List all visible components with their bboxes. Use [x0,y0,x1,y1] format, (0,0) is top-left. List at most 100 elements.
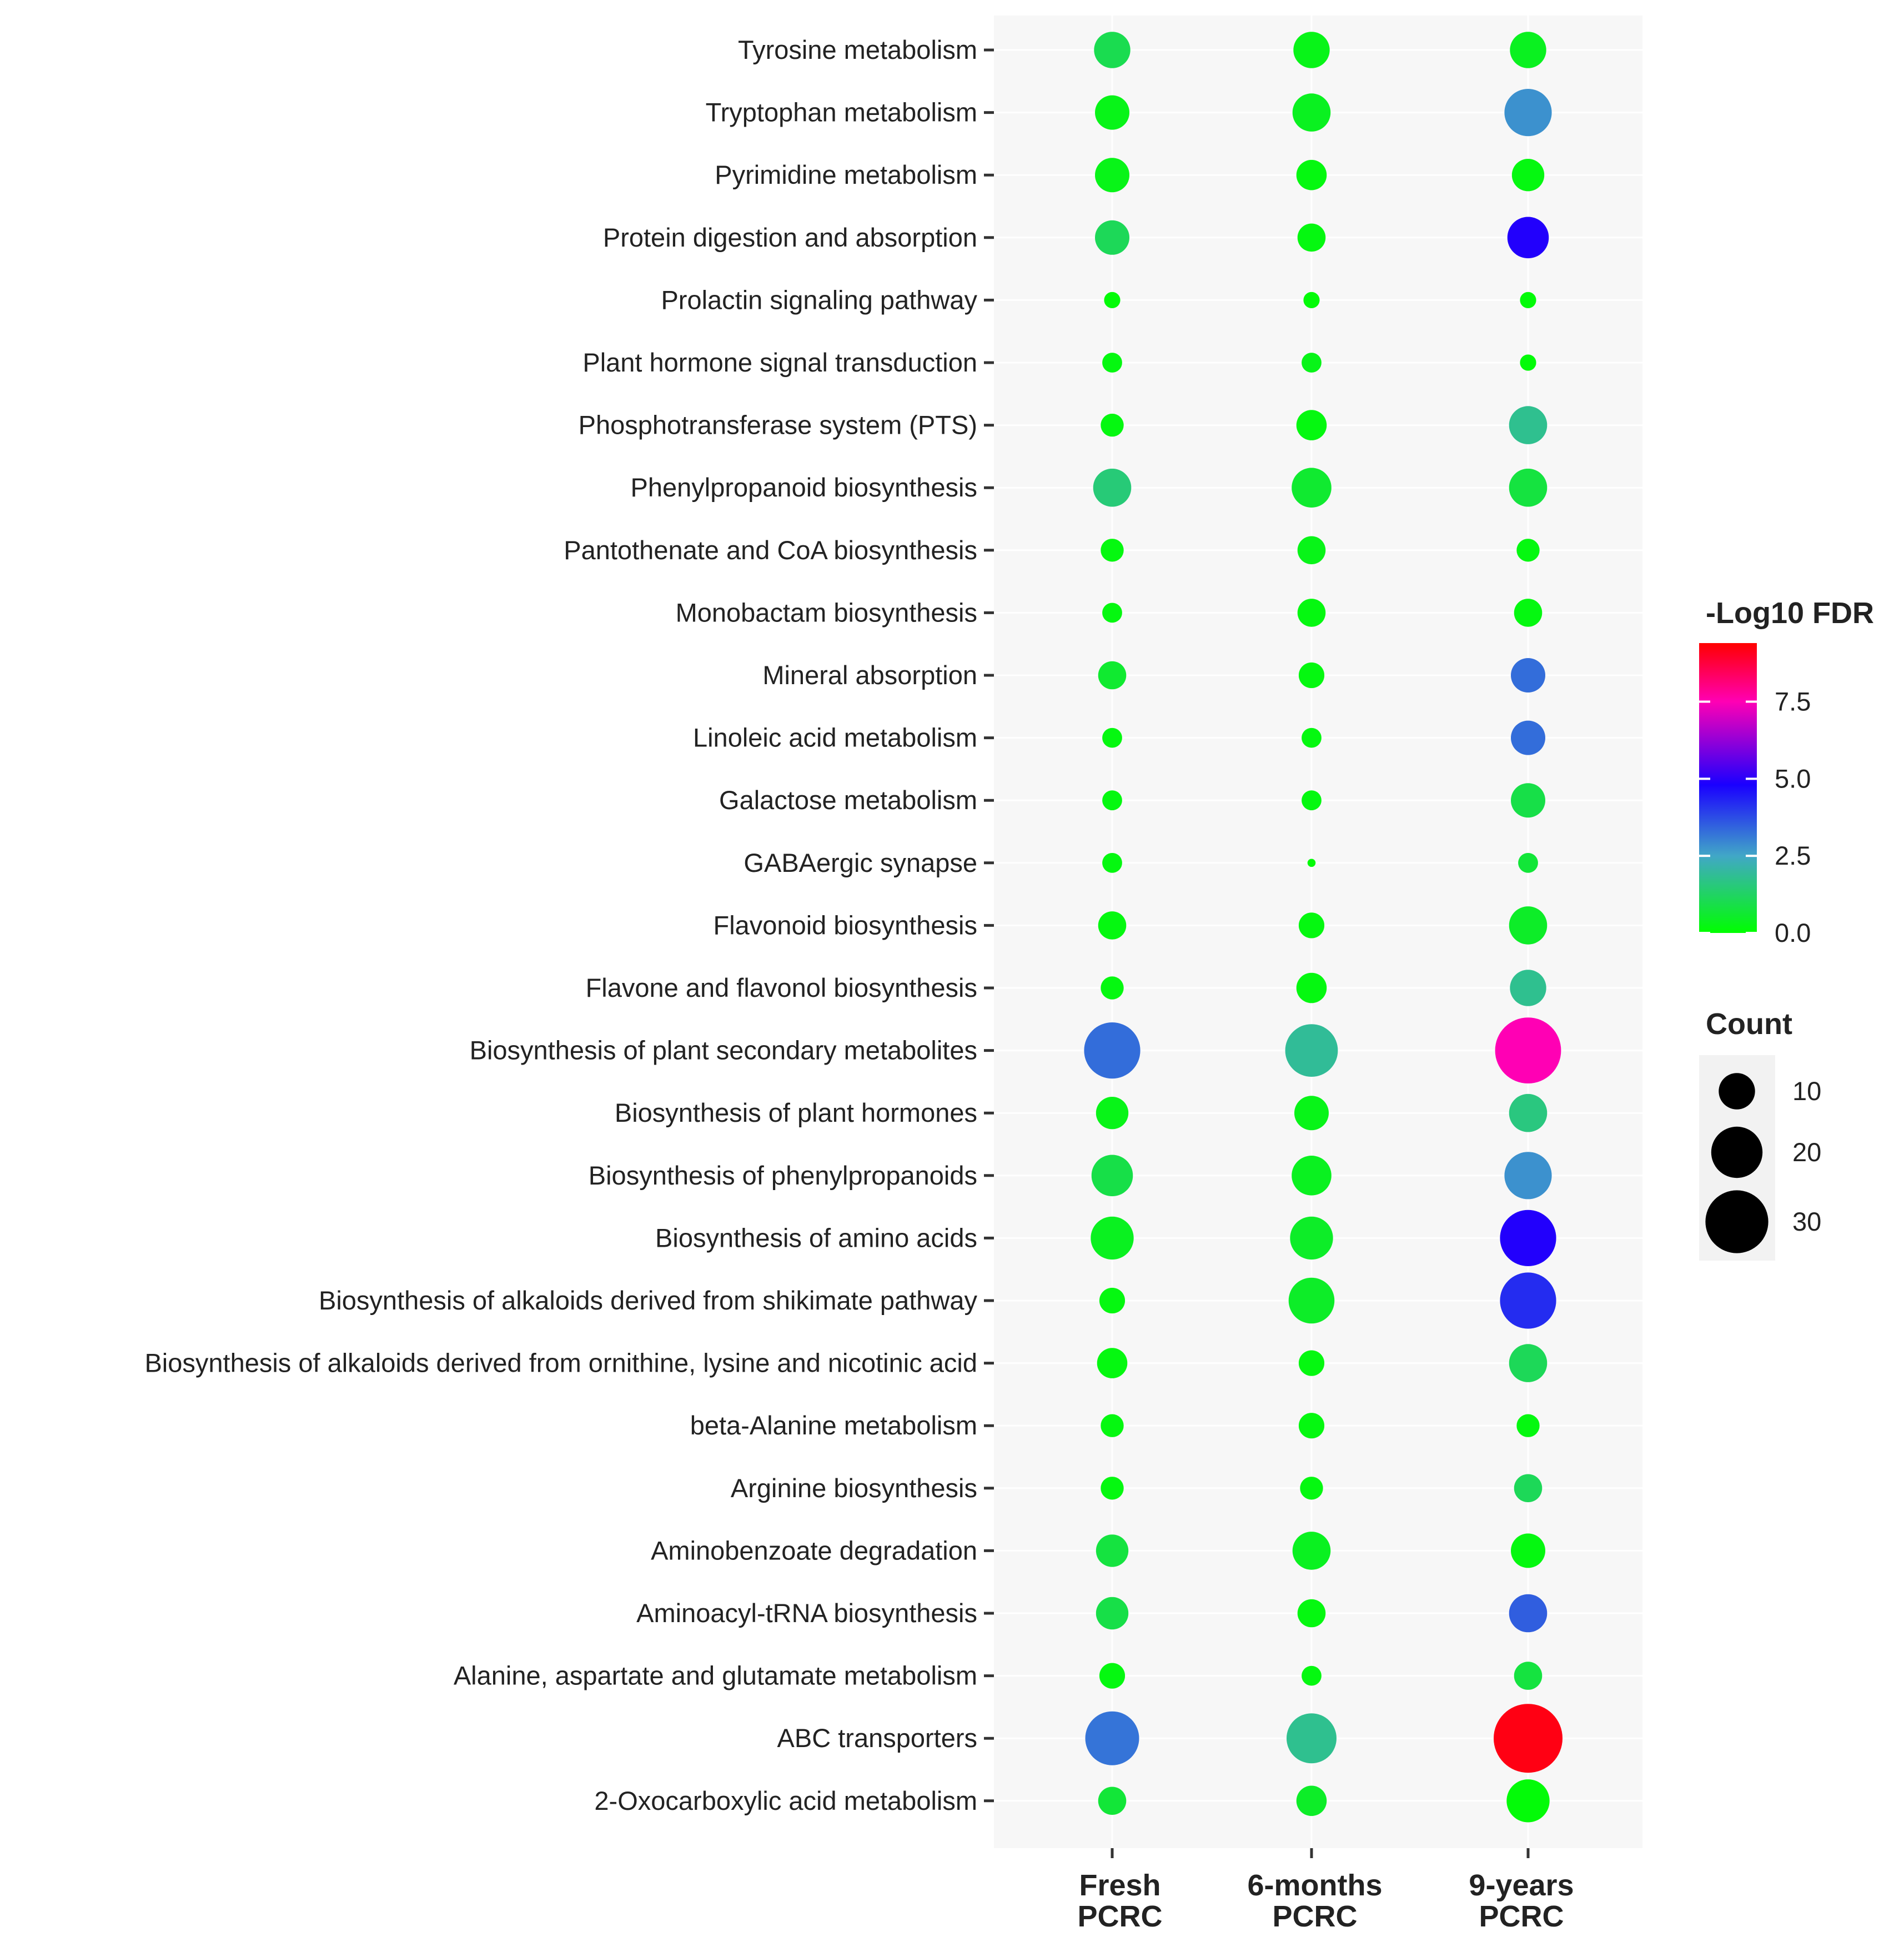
y-tick-label: Tryptophan metabolism [706,98,977,127]
y-tick-label: Galactose metabolism [719,785,977,815]
size-legend-label: 10 [1792,1076,1821,1106]
dot-point [1511,658,1545,693]
dot-point [1300,1477,1323,1500]
dot-point [1096,1597,1129,1630]
dot-point [1520,292,1536,309]
dot-point [1098,661,1127,690]
dot-point [1093,468,1132,507]
dot-point [1104,292,1121,309]
y-tick-label: Biosynthesis of alkaloids derived from s… [319,1286,977,1315]
y-tick-label: Arginine biosynthesis [731,1473,977,1503]
dot-point [1292,1532,1331,1570]
dot-point [1510,970,1546,1006]
dot-point [1091,1216,1134,1260]
dot-point [1298,912,1325,939]
dot-point [1504,89,1552,137]
dot-point [1293,32,1330,68]
color-legend-tick-label: 5.0 [1775,764,1811,793]
y-tick-label: Prolactin signaling pathway [661,285,977,314]
y-tick-label: 2-Oxocarboxylic acid metabolism [594,1786,977,1815]
dot-point [1511,720,1545,755]
color-legend-tick-label: 0.0 [1775,918,1811,947]
y-tick-label: Biosynthesis of amino acids [655,1223,977,1252]
dot-point [1085,1711,1139,1765]
y-tick-label: Phenylpropanoid biosynthesis [631,473,977,502]
dot-point [1511,159,1545,192]
x-tick-label: Fresh [1079,1869,1161,1902]
dot-point [1101,1414,1124,1437]
dot-point [1297,599,1326,627]
x-tick-label: PCRC [1272,1900,1357,1933]
dot-point [1099,1663,1126,1689]
dot-point [1297,536,1326,565]
y-tick-label: Flavonoid biosynthesis [714,910,978,940]
dot-point [1102,790,1122,811]
color-legend-tick-label: 2.5 [1775,841,1811,870]
size-legend: Count 10 20 30 [1699,1007,1821,1261]
y-tick-label: Phosphotransferase system (PTS) [579,410,977,440]
dot-point [1102,603,1122,623]
dot-point [1504,1152,1552,1200]
dot-point [1297,1599,1326,1628]
color-legend: -Log10 FDR 7.5 5.0 2.5 0.0 [1699,596,1874,947]
dot-point [1298,1350,1325,1376]
color-legend-tick-label: 7.5 [1775,687,1811,716]
dot-point [1514,1474,1543,1503]
y-tick-label: Tyrosine metabolism [738,35,977,64]
x-tick-label: 6-months [1248,1869,1383,1902]
dot-point [1509,1594,1548,1633]
dot-point [1101,1477,1124,1500]
dot-point [1101,413,1124,437]
dot-point [1520,354,1536,371]
dot-point [1101,539,1124,562]
dot-point [1495,1017,1561,1083]
size-legend-label: 20 [1792,1137,1821,1167]
dot-point [1095,220,1129,255]
dot-point [1509,906,1548,945]
dot-point [1288,1277,1335,1324]
dot-point [1296,972,1327,1003]
x-tick-label: PCRC [1077,1900,1162,1933]
y-tick-label: Linoleic acid metabolism [693,723,977,752]
dot-point [1296,159,1327,190]
dot-point [1303,292,1320,309]
dot-point [1516,539,1540,562]
dot-point [1302,353,1322,373]
y-tick-label: Aminobenzoate degradation [651,1535,977,1565]
dot-point [1294,1096,1329,1131]
y-tick-label: Mineral absorption [762,660,977,690]
dot-point [1091,1155,1133,1197]
dot-point [1296,1785,1327,1816]
y-tick-label: Biosynthesis of plant hormones [615,1098,977,1127]
dot-point [1302,727,1322,748]
y-tick-label: Biosynthesis of alkaloids derived from o… [144,1348,977,1378]
dot-point [1506,1779,1550,1823]
dot-point [1509,468,1548,507]
dot-point [1509,406,1548,444]
dot-point [1099,1287,1126,1314]
dot-point [1102,852,1122,873]
size-legend-key [1711,1126,1763,1178]
dot-point [1509,1344,1548,1382]
dot-point [1101,976,1124,1000]
dot-point [1500,1210,1556,1266]
dot-point [1494,1704,1563,1773]
dot-point [1102,353,1122,373]
dot-point [1510,32,1546,68]
dot-point [1298,662,1325,689]
y-tick-label: beta-Alanine metabolism [690,1411,977,1440]
dot-point [1514,1662,1543,1690]
dot-point [1507,217,1549,259]
dot-point [1292,468,1332,508]
y-tick-label: ABC transporters [777,1723,977,1753]
dot-point [1292,1156,1332,1196]
y-tick-label: Plant hormone signal transduction [582,348,977,377]
dot-point [1511,1533,1545,1568]
y-tick-label: Protein digestion and absorption [603,223,977,252]
dot-point [1095,158,1129,193]
y-tick-label: Pyrimidine metabolism [715,160,977,189]
y-tick-label: Pantothenate and CoA biosynthesis [564,535,977,565]
y-tick-label: Alanine, aspartate and glutamate metabol… [454,1661,977,1690]
